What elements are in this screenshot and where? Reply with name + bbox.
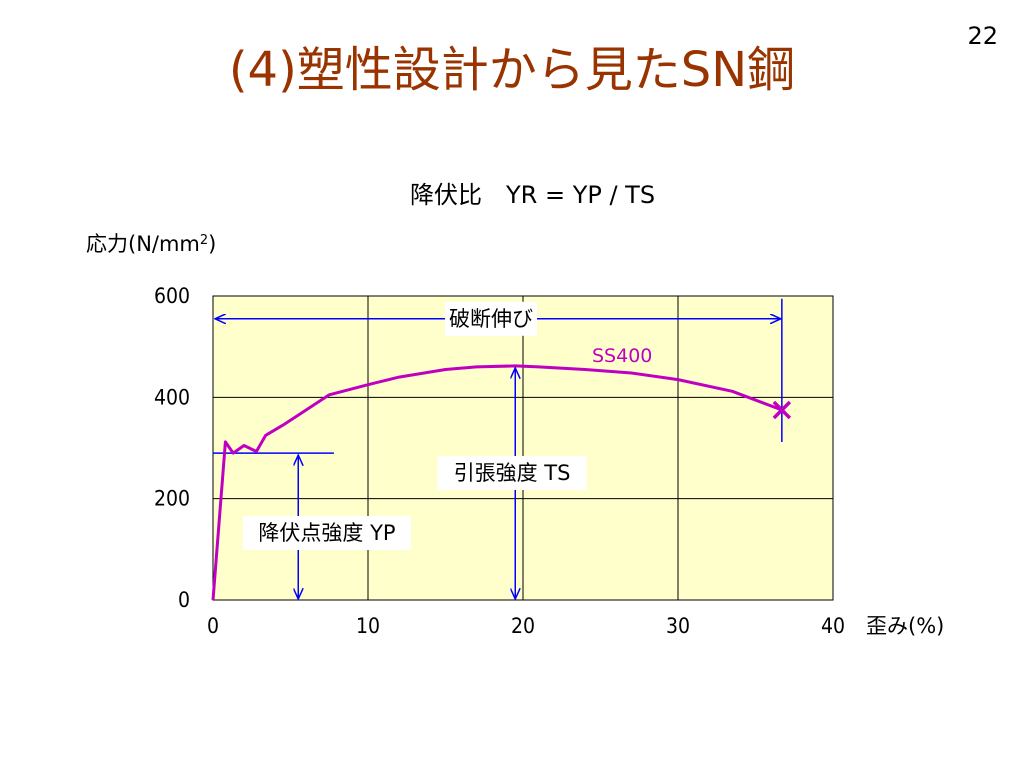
annotation-1-label-box: [437, 456, 587, 490]
annotation-0-label-text: 破断伸び: [449, 307, 533, 331]
plot-frame: [212, 295, 834, 601]
x-tick-label: 0: [207, 614, 219, 638]
annotation-2-label-box: [243, 516, 411, 550]
x-axis-title: 歪み(%): [866, 614, 944, 638]
x-tick-labels: 0 10 20 30 40: [207, 614, 845, 638]
annotation-0-label-box: [445, 301, 537, 336]
yield-ratio-formula: 降伏比 YR = YP / TS: [410, 181, 656, 209]
series-label-ss400: SS400: [592, 345, 652, 367]
y-axis-title: 応力(N/mm2): [86, 232, 216, 256]
y-axis-title-main: 応力(N/mm: [86, 232, 200, 256]
y-tick-label: 200: [154, 487, 190, 511]
y-tick-label: 0: [178, 588, 190, 612]
x-tick-label: 40: [821, 614, 845, 638]
break-point-marker: [772, 400, 792, 420]
slide-title: (4)塑性設計から見たSN鋼: [228, 42, 796, 98]
x-tick-label: 10: [356, 614, 380, 638]
x-tick-label: 20: [511, 614, 535, 638]
annotation-1-label: 引張強度 TS: [437, 456, 587, 490]
series-line-ss400: [211, 364, 783, 601]
annotation-1-label-text: 引張強度 TS: [454, 461, 571, 485]
slide-number: 22: [967, 22, 998, 50]
y-axis-title-superscript: 2: [200, 233, 208, 248]
annotation-0-label: 破断伸び: [445, 301, 537, 336]
y-tick-label: 600: [154, 284, 190, 308]
y-axis-title-close: ): [208, 232, 216, 256]
y-tick-label: 400: [154, 385, 190, 409]
annotation-2-label: 降伏点強度 YP: [243, 516, 411, 550]
break-point-x-stroke: [772, 400, 792, 420]
y-tick-labels: 0 200 400 600: [154, 284, 190, 612]
x-tick-label: 30: [666, 614, 690, 638]
annotation-2-label-text: 降伏点強度 YP: [258, 521, 395, 545]
